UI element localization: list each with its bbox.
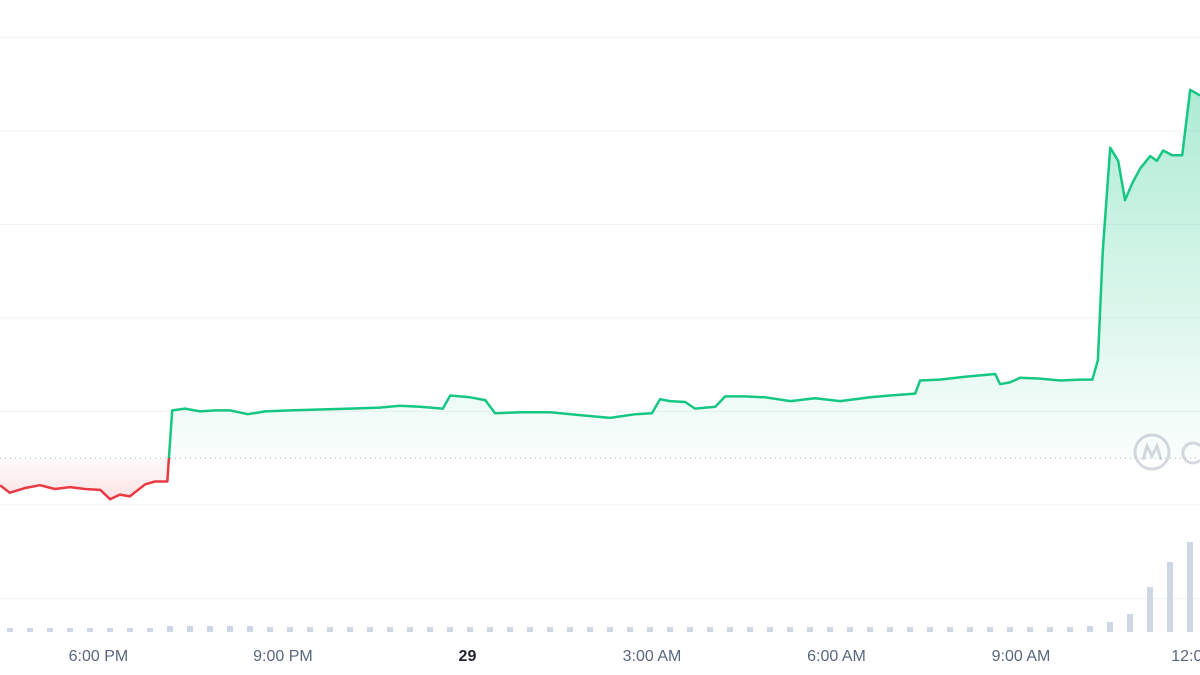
volume-bar: [547, 627, 553, 632]
volume-bar: [387, 627, 393, 632]
volume-bar: [987, 627, 993, 632]
volume-bar: [1147, 587, 1153, 632]
volume-bar: [967, 627, 973, 632]
volume-bar: [287, 627, 293, 632]
x-tick-label: 29: [459, 648, 477, 665]
volume-bar: [347, 627, 353, 632]
volume-bar: [1107, 622, 1113, 632]
volume-bar: [407, 627, 413, 632]
volume-bar: [427, 627, 433, 632]
price-line: [0, 88, 1200, 501]
volume-bar: [27, 628, 33, 632]
volume-bar: [247, 626, 253, 632]
volume-bar: [187, 626, 193, 632]
volume-bar: [807, 627, 813, 632]
volume-bar: [867, 627, 873, 632]
volume-bar: [747, 627, 753, 632]
volume-bar: [907, 627, 913, 632]
volume-bar: [147, 628, 153, 632]
volume-bar: [267, 627, 273, 632]
x-tick-label: 12:00 PM: [1171, 648, 1200, 665]
x-tick-label: 6:00 PM: [69, 648, 129, 665]
volume-bar: [847, 627, 853, 632]
volume-bar: [507, 627, 513, 632]
volume-bar: [767, 627, 773, 632]
x-tick-label: 3:00 AM: [623, 648, 682, 665]
x-tick-label: 9:00 AM: [992, 648, 1051, 665]
volume-bar: [927, 627, 933, 632]
x-tick-label: 6:00 AM: [807, 648, 866, 665]
volume-bar: [487, 627, 493, 632]
volume-bar: [1067, 627, 1073, 632]
volume-bar: [87, 628, 93, 632]
volume-bar: [447, 627, 453, 632]
x-tick-label: 9:00 PM: [253, 648, 313, 665]
volume-bar: [367, 627, 373, 632]
volume-bar: [207, 626, 213, 632]
volume-bar: [627, 627, 633, 632]
volume-bar: [1087, 626, 1093, 632]
volume-bar: [1167, 562, 1173, 632]
volume-bar: [727, 627, 733, 632]
volume-bar: [1027, 627, 1033, 632]
volume-bar: [167, 626, 173, 632]
volume-bar: [667, 627, 673, 632]
volume-bar: [947, 627, 953, 632]
volume-bar: [567, 627, 573, 632]
volume-bar: [467, 627, 473, 632]
volume-bar: [647, 627, 653, 632]
volume-bar: [827, 627, 833, 632]
volume-bar: [227, 626, 233, 632]
volume-bar: [707, 627, 713, 632]
volume-bar: [687, 627, 693, 632]
volume-bar: [587, 627, 593, 632]
volume-bar: [47, 628, 53, 632]
volume-bar: [787, 627, 793, 632]
volume-bar: [107, 628, 113, 632]
price-area: [0, 89, 1200, 500]
volume-bar: [1047, 627, 1053, 632]
volume-bar: [327, 627, 333, 632]
volume-bar: [307, 627, 313, 632]
volume-bar: [607, 627, 613, 632]
volume-bar: [1007, 627, 1013, 632]
volume-bar: [1127, 614, 1133, 632]
volume-bar: [127, 628, 133, 632]
volume-bar: [887, 627, 893, 632]
volume-bar: [527, 627, 533, 632]
volume-bar: [67, 628, 73, 632]
volume-bar: [7, 628, 13, 632]
volume-bar: [1187, 542, 1193, 632]
